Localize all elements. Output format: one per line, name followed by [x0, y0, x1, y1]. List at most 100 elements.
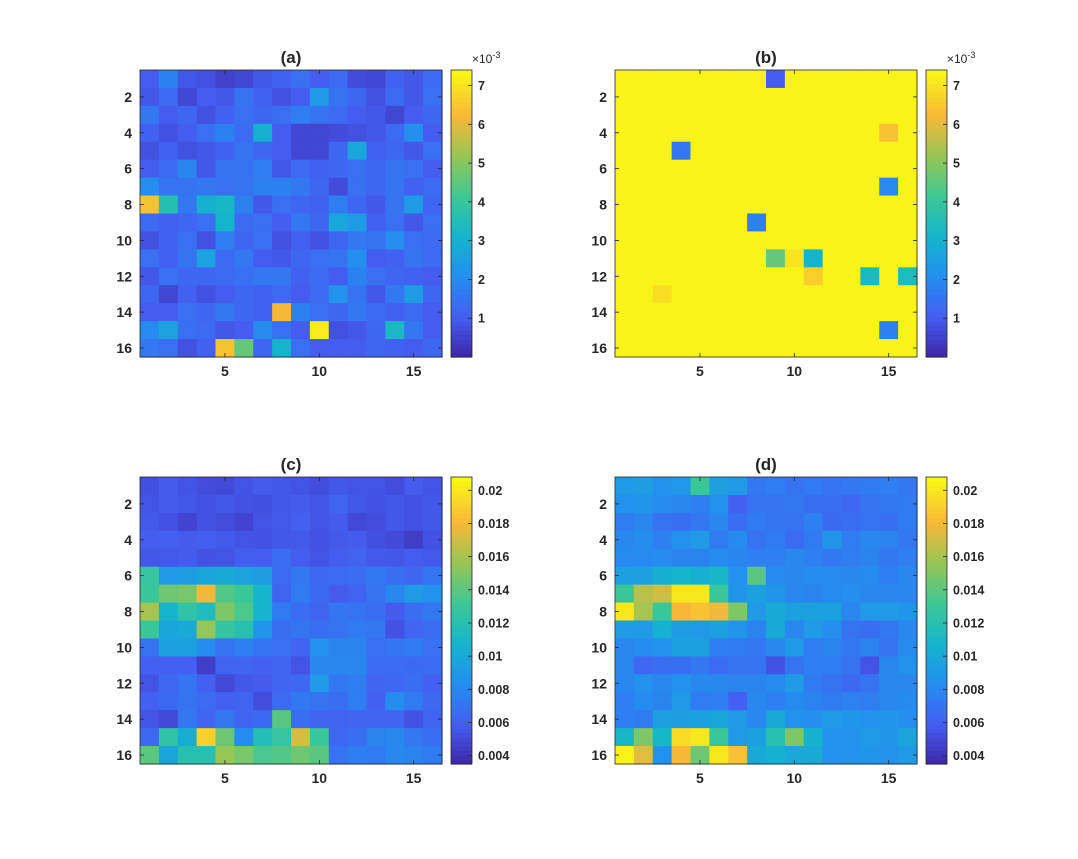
heatmap-cell	[728, 249, 748, 268]
heatmap-cell	[347, 213, 368, 233]
colorbar-segment	[451, 146, 472, 152]
heatmap-cell	[215, 692, 235, 711]
heatmap-cell	[291, 746, 311, 765]
heatmap-cell	[615, 195, 635, 215]
heatmap-cell	[158, 177, 179, 197]
colorbar-tick-label: 0.004	[478, 749, 509, 763]
heatmap-cell	[841, 728, 861, 747]
heatmap-cell	[215, 674, 235, 693]
heatmap-cell	[385, 620, 405, 640]
heatmap-cell	[253, 213, 273, 233]
colorbar-segment	[451, 566, 472, 572]
heatmap-cell	[347, 70, 368, 89]
colorbar-segment	[926, 548, 947, 554]
heatmap-cell	[860, 339, 880, 358]
colorbar-segment	[451, 123, 472, 129]
heatmap-cell	[404, 123, 424, 143]
heatmap-cell	[140, 638, 160, 657]
heatmap-cell	[177, 87, 198, 107]
colorbar-segment	[451, 512, 472, 518]
heatmap-cell	[633, 195, 654, 215]
y-tick-label: 2	[124, 89, 132, 105]
heatmap-cell	[784, 87, 805, 107]
heatmap-cell	[615, 494, 635, 514]
heatmap-cell	[898, 656, 918, 675]
colorbar-segment	[926, 759, 947, 765]
heatmap-cell	[803, 321, 824, 340]
colorbar-segment	[451, 204, 472, 210]
heatmap-cell	[898, 638, 918, 657]
colorbar-segment	[451, 267, 472, 273]
colorbar-frame	[925, 69, 948, 358]
colorbar-segment	[926, 182, 947, 188]
colorbar-segment	[926, 83, 947, 89]
heatmap-cell	[423, 87, 443, 107]
heatmap-cell	[158, 692, 179, 711]
colorbar-segment	[926, 159, 947, 165]
heatmap-cell	[822, 339, 843, 358]
heatmap-cell	[328, 87, 349, 107]
heatmap-cell	[615, 249, 635, 268]
colorbar-segment	[451, 159, 472, 165]
heatmap-cell	[879, 213, 899, 233]
heatmap-cell	[766, 512, 786, 532]
heatmap-cell	[728, 746, 748, 765]
colorbar-segment	[451, 110, 472, 116]
colorbar-segment	[451, 231, 472, 237]
colorbar-segment	[926, 571, 947, 577]
heatmap-cell	[879, 728, 899, 747]
heatmap-cell	[291, 249, 311, 268]
colorbar-segment	[451, 616, 472, 622]
heatmap-cell	[291, 285, 311, 304]
colorbar-segment	[926, 683, 947, 689]
heatmap-cell	[784, 530, 805, 550]
heatmap-cell	[728, 105, 748, 125]
heatmap-cell	[898, 177, 918, 197]
heatmap-cell	[328, 728, 349, 747]
heatmap-cell	[347, 584, 368, 604]
heatmap-cell	[879, 285, 899, 304]
heatmap-cell	[158, 339, 179, 358]
colorbar-tick-label: 0.006	[953, 716, 984, 730]
heatmap-cell	[158, 303, 179, 322]
heatmap-cell	[709, 710, 729, 729]
y-tick-label: 12	[116, 268, 132, 284]
heatmap-cell	[196, 710, 217, 729]
heatmap-cell	[196, 530, 217, 550]
colorbar-tick-label: 1	[478, 312, 485, 326]
colorbar-segment	[926, 669, 947, 675]
colorbar-segment	[451, 490, 472, 496]
colorbar-segment	[451, 485, 472, 492]
heatmap-cell	[615, 213, 635, 233]
heatmap-cell	[196, 285, 217, 304]
colorbar-tick-label: 3	[478, 234, 485, 248]
colorbar-segment	[926, 150, 947, 156]
colorbar-segment	[926, 696, 947, 702]
heatmap-cell	[822, 321, 843, 340]
heatmap-cell	[196, 477, 217, 496]
heatmap-cell	[766, 638, 786, 657]
heatmap-cell	[879, 494, 899, 514]
heatmap-cell	[234, 87, 254, 107]
heatmap-cell	[366, 70, 386, 89]
heatmap-cell	[177, 638, 198, 657]
heatmap-cell	[615, 746, 635, 765]
heatmap-cell	[879, 141, 899, 161]
heatmap-cell	[215, 231, 235, 250]
heatmap-cell	[328, 710, 349, 729]
heatmap-cell	[177, 195, 198, 215]
y-tick-label: 10	[116, 639, 132, 655]
colorbar-segment	[451, 96, 472, 102]
heatmap-cell	[690, 195, 710, 215]
heatmap-cell	[860, 530, 880, 550]
colorbar-segment	[451, 755, 472, 761]
heatmap-cell	[652, 710, 673, 729]
heatmap-cell	[652, 213, 673, 233]
heatmap-cell	[404, 195, 424, 215]
heatmap-cell	[140, 728, 160, 747]
colorbar-segment	[926, 114, 947, 120]
heatmap-cell	[709, 70, 729, 89]
heatmap-cell	[366, 656, 386, 675]
heatmap-cell	[898, 249, 918, 268]
heatmap-cell	[671, 231, 692, 250]
